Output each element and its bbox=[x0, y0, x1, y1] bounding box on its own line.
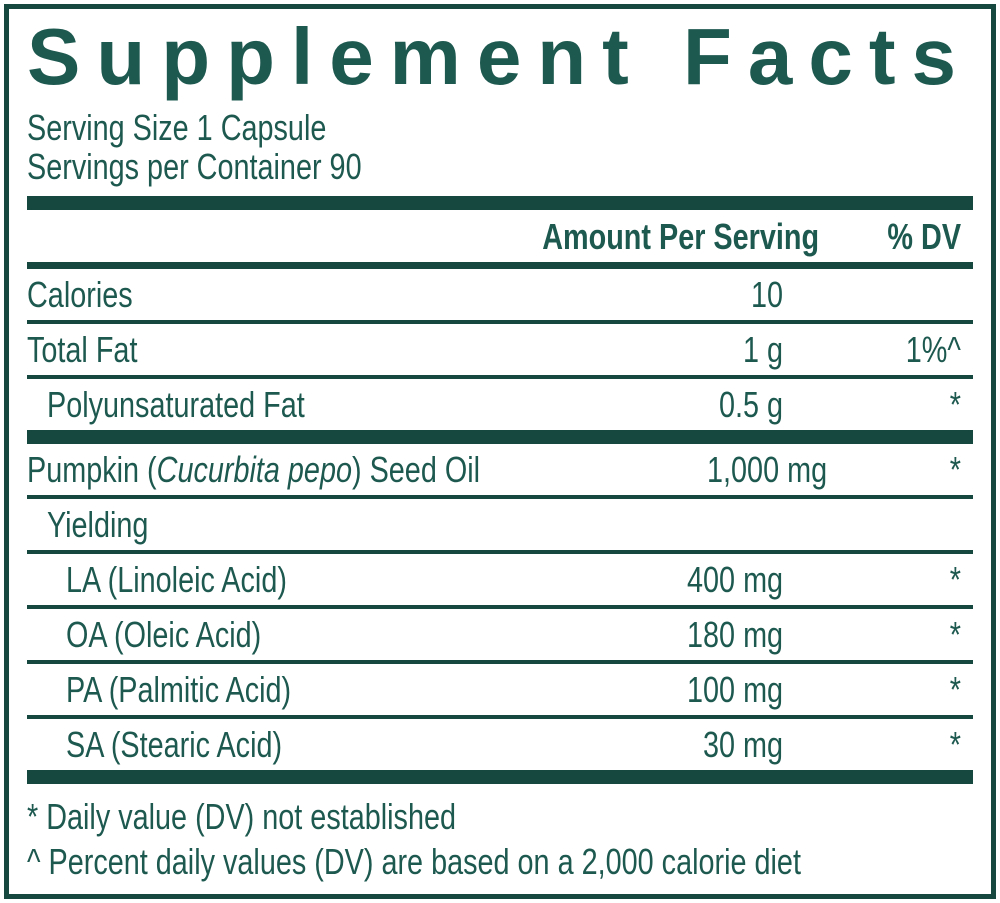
nutrient-amount: 100 mg bbox=[686, 668, 783, 710]
header-spacer bbox=[27, 218, 473, 256]
nutrient-dv: * bbox=[949, 383, 961, 425]
amount-header-text: Amount Per Serving bbox=[542, 215, 820, 257]
footnote-text: * Daily value (DV) not established bbox=[27, 795, 457, 837]
nutrient-name: Pumpkin (Cucurbita pepo) Seed Oil bbox=[27, 448, 481, 490]
table-row: PA (Palmitic Acid) 100 mg * bbox=[27, 659, 973, 715]
botanical-name: Cucurbita pepo bbox=[156, 448, 352, 490]
nutrient-amount: 0.5 g bbox=[718, 383, 783, 425]
nutrient-name: PA (Palmitic Acid) bbox=[66, 668, 292, 710]
dv-header-text: % DV bbox=[887, 215, 961, 257]
nutrient-dv: 1%^ bbox=[905, 328, 961, 370]
nutrient-dv: * bbox=[949, 723, 961, 765]
percent-dv-header: % DV bbox=[783, 215, 973, 257]
nutrient-dv: * bbox=[949, 558, 961, 600]
nutrient-dv: * bbox=[949, 448, 961, 490]
serving-size-line: Serving Size 1 Capsule bbox=[27, 108, 973, 147]
table-row: LA (Linoleic Acid) 400 mg * bbox=[27, 549, 973, 605]
nutrient-name: Total Fat bbox=[27, 328, 138, 370]
nutrient-name: LA (Linoleic Acid) bbox=[66, 558, 287, 600]
section-divider-bar bbox=[27, 429, 973, 444]
nutrient-name: SA (Stearic Acid) bbox=[66, 723, 283, 765]
nutrient-amount: 10 bbox=[750, 273, 783, 315]
supplement-facts-panel: Supplement Facts Serving Size 1 Capsule … bbox=[4, 4, 996, 899]
nutrient-name-prefix: Pumpkin ( bbox=[27, 448, 157, 490]
nutrient-name: Calories bbox=[27, 273, 133, 315]
table-row: Total Fat 1 g 1%^ bbox=[27, 319, 973, 375]
nutrient-name: Yielding bbox=[47, 503, 149, 545]
nutrient-amount: 1 g bbox=[742, 328, 783, 370]
footnote-percent-dv: ^ Percent daily values (DV) are based on… bbox=[27, 839, 973, 884]
serving-info: Serving Size 1 Capsule Servings per Cont… bbox=[27, 108, 973, 186]
table-row: Yielding bbox=[27, 494, 973, 550]
footnotes: * Daily value (DV) not established ^ Per… bbox=[27, 784, 973, 884]
nutrient-dv: * bbox=[949, 613, 961, 655]
table-row: Pumpkin (Cucurbita pepo) Seed Oil 1,000 … bbox=[27, 444, 973, 495]
nutrient-name: OA (Oleic Acid) bbox=[66, 613, 262, 655]
nutrient-amount: 30 mg bbox=[702, 723, 783, 765]
footnote-daily-value: * Daily value (DV) not established bbox=[27, 794, 973, 839]
table-row: Polyunsaturated Fat 0.5 g * bbox=[27, 374, 973, 430]
nutrient-amount: 180 mg bbox=[686, 613, 783, 655]
amount-per-serving-header: Amount Per Serving bbox=[473, 217, 819, 256]
nutrient-amount: 400 mg bbox=[686, 558, 783, 600]
footnote-text: ^ Percent daily values (DV) are based on… bbox=[27, 840, 801, 882]
table-row: SA (Stearic Acid) 30 mg * bbox=[27, 714, 973, 770]
table-header-row: Amount Per Serving % DV bbox=[27, 210, 973, 269]
main-nutrients-group: Calories 10 Total Fat 1 g 1%^ Polyunsatu… bbox=[27, 269, 973, 430]
oil-nutrients-group: Pumpkin (Cucurbita pepo) Seed Oil 1,000 … bbox=[27, 444, 973, 770]
servings-per-container-line: Servings per Container 90 bbox=[27, 147, 973, 186]
section-divider-bar bbox=[27, 195, 973, 210]
nutrient-name: Polyunsaturated Fat bbox=[47, 383, 305, 425]
table-row: OA (Oleic Acid) 180 mg * bbox=[27, 604, 973, 660]
panel-title: Supplement Facts bbox=[27, 12, 973, 101]
section-divider-bar bbox=[27, 769, 973, 784]
nutrient-name-suffix: ) Seed Oil bbox=[351, 448, 481, 490]
servings-per-container-text: Servings per Container 90 bbox=[27, 145, 362, 187]
nutrient-amount: 1,000 mg bbox=[706, 448, 827, 490]
serving-size-text: Serving Size 1 Capsule bbox=[27, 106, 327, 148]
table-row: Calories 10 bbox=[27, 269, 973, 320]
nutrient-dv: * bbox=[949, 668, 961, 710]
